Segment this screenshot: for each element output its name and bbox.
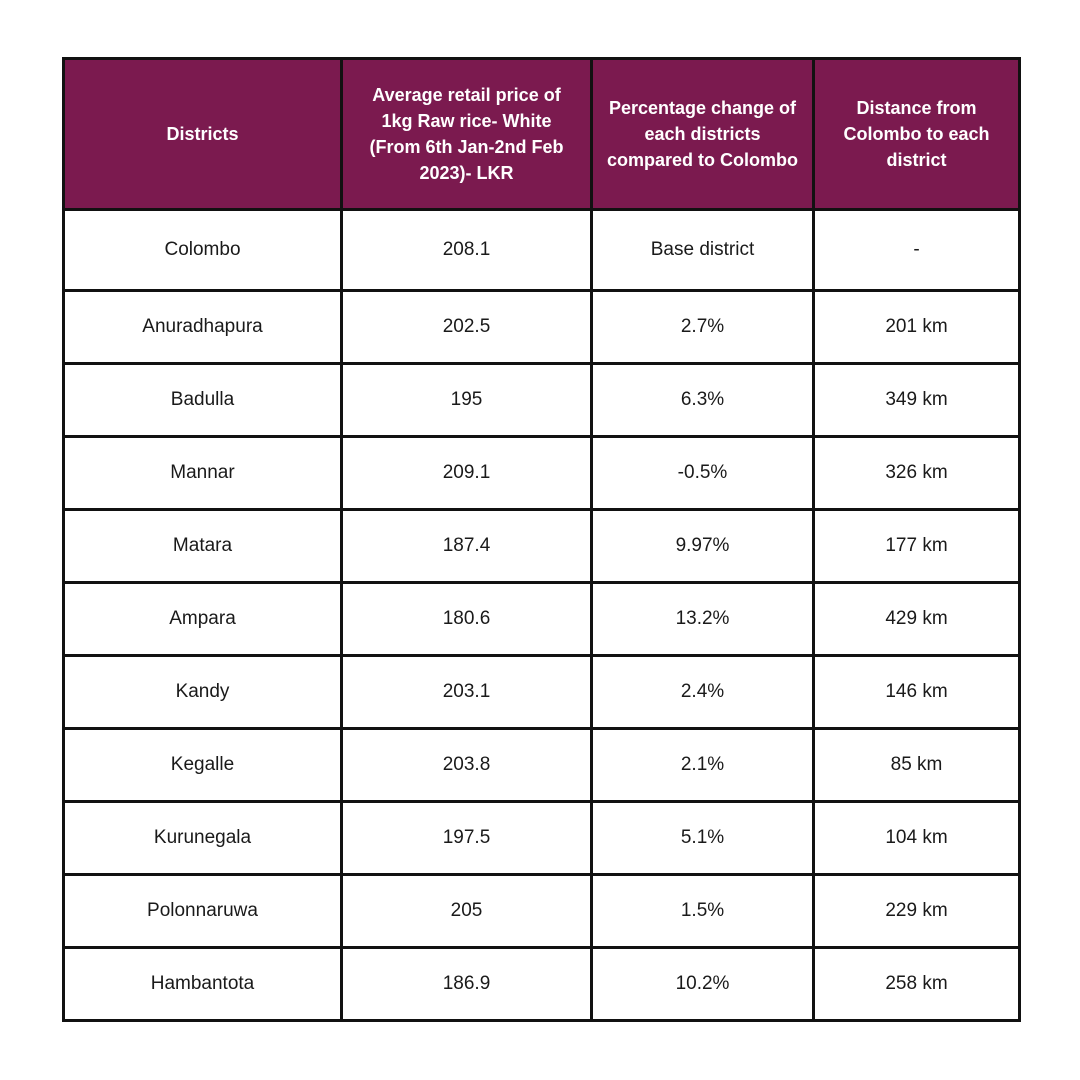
header-percentage-change: Percentage change of each districts comp… xyxy=(590,57,815,211)
percentage-cell: 5.1% xyxy=(590,800,815,876)
header-distance: Distance from Colombo to each district xyxy=(812,57,1021,211)
district-cell: Colombo xyxy=(62,208,343,292)
price-cell: 186.9 xyxy=(340,946,593,1022)
rice-price-table: Districts Average retail price of 1kg Ra… xyxy=(62,57,1021,1022)
percentage-cell: 6.3% xyxy=(590,362,815,438)
distance-cell: 201 km xyxy=(812,289,1021,365)
distance-cell: 429 km xyxy=(812,581,1021,657)
distance-cell: 326 km xyxy=(812,435,1021,511)
percentage-cell: 10.2% xyxy=(590,946,815,1022)
percentage-cell: 2.7% xyxy=(590,289,815,365)
table-row: Kandy 203.1 2.4% 146 km xyxy=(62,654,1021,730)
table-row: Hambantota 186.9 10.2% 258 km xyxy=(62,946,1021,1022)
percentage-cell: -0.5% xyxy=(590,435,815,511)
distance-cell: 258 km xyxy=(812,946,1021,1022)
price-cell: 187.4 xyxy=(340,508,593,584)
district-cell: Ampara xyxy=(62,581,343,657)
price-cell: 203.8 xyxy=(340,727,593,803)
table-row: Polonnaruwa 205 1.5% 229 km xyxy=(62,873,1021,949)
distance-cell: 349 km xyxy=(812,362,1021,438)
header-districts: Districts xyxy=(62,57,343,211)
table-header: Districts Average retail price of 1kg Ra… xyxy=(62,57,1021,211)
table-row: Kegalle 203.8 2.1% 85 km xyxy=(62,727,1021,803)
percentage-cell: 2.4% xyxy=(590,654,815,730)
rice-price-table-container: Districts Average retail price of 1kg Ra… xyxy=(62,57,1021,1022)
distance-cell: 146 km xyxy=(812,654,1021,730)
distance-cell: 104 km xyxy=(812,800,1021,876)
district-cell: Anuradhapura xyxy=(62,289,343,365)
percentage-cell: 9.97% xyxy=(590,508,815,584)
district-cell: Kurunegala xyxy=(62,800,343,876)
percentage-cell: Base district xyxy=(590,208,815,292)
distance-cell: - xyxy=(812,208,1021,292)
price-cell: 205 xyxy=(340,873,593,949)
district-cell: Matara xyxy=(62,508,343,584)
table-row: Mannar 209.1 -0.5% 326 km xyxy=(62,435,1021,511)
district-cell: Kandy xyxy=(62,654,343,730)
table-row: Colombo 208.1 Base district - xyxy=(62,208,1021,292)
table-body: Colombo 208.1 Base district - Anuradhapura 20… xyxy=(62,208,1021,1022)
table-row: Ampara 180.6 13.2% 429 km xyxy=(62,581,1021,657)
table-row: Matara 187.4 9.97% 177 km xyxy=(62,508,1021,584)
distance-cell: 85 km xyxy=(812,727,1021,803)
price-cell: 197.5 xyxy=(340,800,593,876)
header-row: Districts Average retail price of 1kg Ra… xyxy=(62,57,1021,211)
percentage-cell: 13.2% xyxy=(590,581,815,657)
distance-cell: 177 km xyxy=(812,508,1021,584)
table-row: Badulla 195 6.3% 349 km xyxy=(62,362,1021,438)
table-row: Anuradhapura 202.5 2.7% 201 km xyxy=(62,289,1021,365)
district-cell: Mannar xyxy=(62,435,343,511)
percentage-cell: 1.5% xyxy=(590,873,815,949)
price-cell: 180.6 xyxy=(340,581,593,657)
price-cell: 203.1 xyxy=(340,654,593,730)
percentage-cell: 2.1% xyxy=(590,727,815,803)
district-cell: Hambantota xyxy=(62,946,343,1022)
table-row: Kurunegala 197.5 5.1% 104 km xyxy=(62,800,1021,876)
distance-cell: 229 km xyxy=(812,873,1021,949)
price-cell: 202.5 xyxy=(340,289,593,365)
district-cell: Badulla xyxy=(62,362,343,438)
price-cell: 208.1 xyxy=(340,208,593,292)
header-average-price: Average retail price of 1kg Raw rice- Wh… xyxy=(340,57,593,211)
district-cell: Polonnaruwa xyxy=(62,873,343,949)
price-cell: 209.1 xyxy=(340,435,593,511)
price-cell: 195 xyxy=(340,362,593,438)
district-cell: Kegalle xyxy=(62,727,343,803)
